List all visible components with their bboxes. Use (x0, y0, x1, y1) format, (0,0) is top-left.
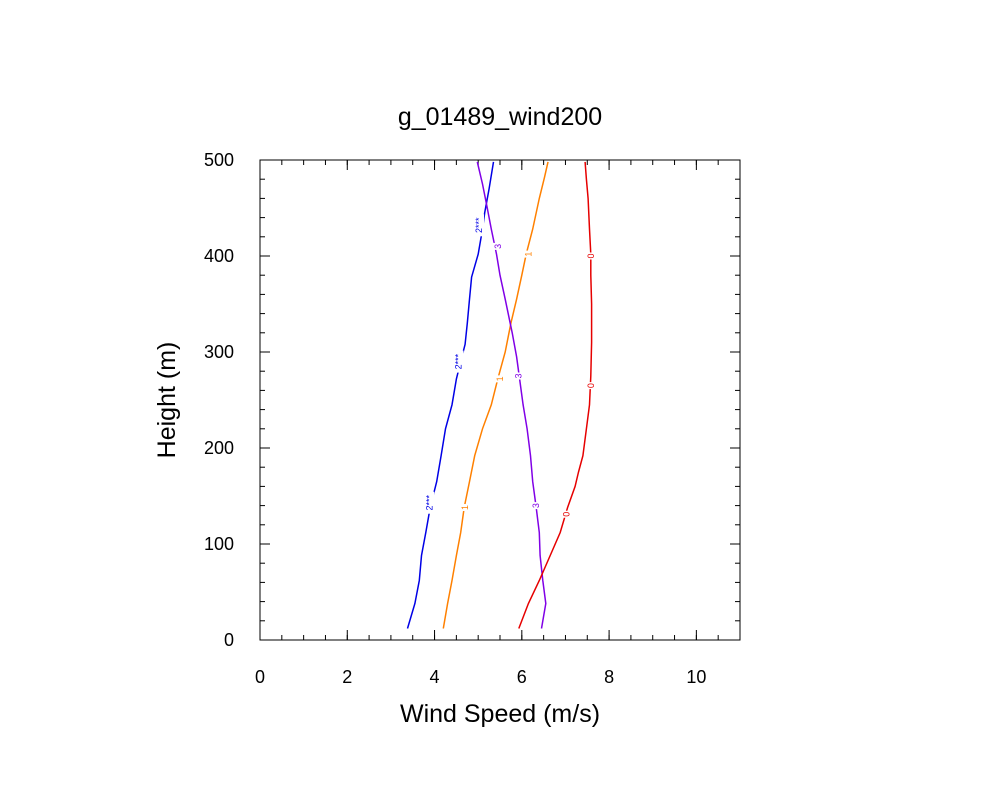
chart-title: g_01489_wind200 (398, 103, 602, 131)
series-label-bg-1 (460, 504, 471, 512)
series-label-bg-1 (523, 250, 534, 258)
y-tick-label: 100 (204, 534, 234, 554)
x-tick-label: 6 (517, 667, 527, 687)
plot-area: 0 2 4 6 8 1001002003004005002***2***2***11133… (204, 150, 741, 687)
y-tick-label: 400 (204, 246, 234, 266)
series-label-0: 2*** (474, 217, 484, 233)
series-label-bg-0 (453, 350, 464, 373)
series-label-2: 3 (513, 373, 523, 378)
series-label-bg-2 (492, 242, 503, 250)
series-label-bg-0 (474, 214, 485, 237)
series-label-2: 3 (531, 503, 541, 508)
series-label-bg-3 (561, 510, 572, 518)
plot-frame (259, 159, 741, 641)
series-label-2: 3 (493, 244, 503, 249)
x-tick-label: 10 (686, 667, 706, 687)
series-line-1 (442, 161, 549, 629)
y-tick-label: 500 (204, 150, 234, 170)
series-label-bg-2 (513, 372, 524, 380)
x-tick-label: 8 (604, 667, 614, 687)
y-axis-title: Height (m) (153, 342, 181, 459)
series-label-bg-3 (585, 382, 596, 390)
series-label-1: 1 (495, 376, 505, 381)
series-label-3: 0 (586, 253, 596, 258)
series-label-3: 0 (561, 512, 571, 517)
series-line-3 (518, 161, 593, 629)
series-line-2 (476, 161, 547, 629)
series-label-1: 1 (523, 252, 533, 257)
series-label-0: 2*** (454, 353, 464, 369)
x-axis-title: Wind Speed (m/s) (400, 700, 600, 728)
series-label-0: 2*** (424, 494, 434, 510)
x-tick-label: 2 (342, 667, 352, 687)
series-label-bg-2 (531, 502, 542, 510)
series-line-0 (406, 161, 495, 629)
series-label-bg-0 (424, 491, 435, 514)
x-tick-label: 0 (255, 667, 265, 687)
series-label-3: 0 (586, 383, 596, 388)
y-tick-label: 200 (204, 438, 234, 458)
y-tick-label: 0 (224, 630, 234, 650)
series-label-bg-1 (495, 375, 505, 383)
x-tick-label: 4 (430, 667, 440, 687)
series-label-1: 1 (460, 505, 470, 510)
series-label-bg-3 (585, 252, 596, 260)
y-tick-label: 300 (204, 342, 234, 362)
